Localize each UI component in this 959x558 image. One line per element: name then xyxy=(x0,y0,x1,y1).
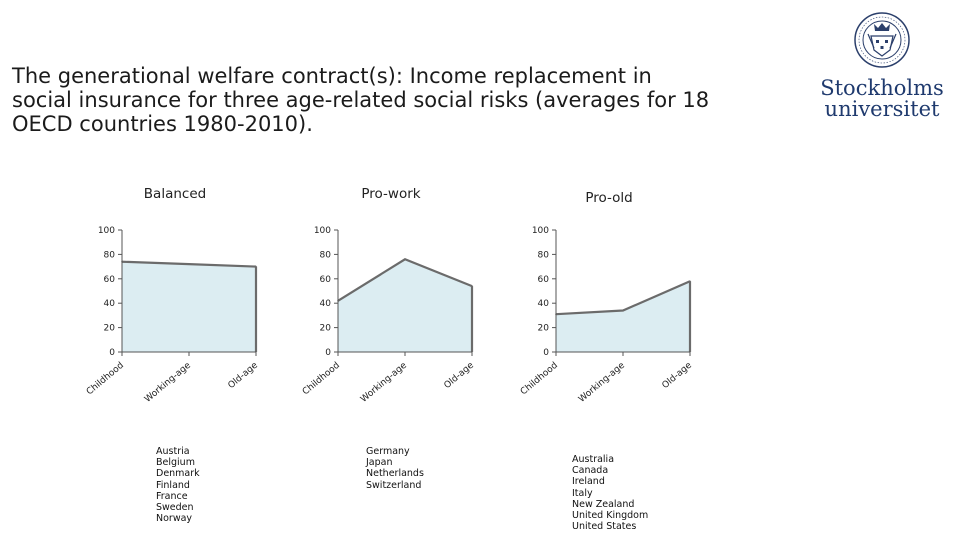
x-tick-label: Working-age xyxy=(577,360,627,404)
country-item: Denmark xyxy=(156,468,200,480)
university-seal-icon xyxy=(854,12,910,68)
area-chart: 100 80 60 40 20 0 Childhood Working-age Old-age xyxy=(519,226,694,405)
country-item: France xyxy=(156,490,188,502)
country-item: Finland xyxy=(156,479,190,491)
country-item: Belgium xyxy=(156,457,195,469)
title-line-3: OECD countries 1980-2010). xyxy=(12,112,313,136)
country-item: Italy xyxy=(572,487,593,499)
chart-title: Pro-old xyxy=(585,190,633,206)
y-tick-label: 80 xyxy=(320,250,332,260)
country-item: Australia xyxy=(572,454,615,465)
y-tick-label: 20 xyxy=(538,324,550,334)
country-item: Norway xyxy=(156,513,193,525)
area-chart: 100 80 60 40 20 0 Childhood Working-age Old-age xyxy=(301,226,476,405)
y-tick-label: 80 xyxy=(104,250,116,260)
chart-title: Pro-work xyxy=(361,186,421,202)
country-list: Austria Belgium Denmark Finland France Sweden… xyxy=(156,446,200,524)
data-point xyxy=(689,280,691,283)
area-fill xyxy=(338,259,472,352)
logo-line-2: universitet xyxy=(824,97,940,121)
data-point xyxy=(188,263,190,265)
university-logo: Stockholms universitet xyxy=(812,10,952,130)
y-tick-label: 40 xyxy=(320,299,332,309)
x-tick-label: Childhood xyxy=(519,361,560,398)
y-tick-label: 100 xyxy=(532,226,549,236)
x-tick-label: Childhood xyxy=(85,361,126,398)
country-item: Japan xyxy=(366,457,393,469)
x-tick-label: Working-age xyxy=(143,360,193,404)
chart-panel-pro-old: Pro-old 100 80 60 40 20 0 Childhood Working-age… xyxy=(494,178,724,558)
y-tick-label: 40 xyxy=(104,299,116,309)
country-item: Switzerland xyxy=(366,479,422,491)
country-item: Netherlands xyxy=(366,468,424,480)
country-item: Sweden xyxy=(156,502,194,514)
country-list: Germany Japan Netherlands Switzerland xyxy=(366,446,424,491)
data-point xyxy=(255,265,257,268)
y-tick-label: 60 xyxy=(320,275,332,285)
y-tick-label: 100 xyxy=(314,226,331,236)
data-point xyxy=(471,285,473,287)
country-item: Ireland xyxy=(572,476,605,488)
logo-line-1: Stockholms xyxy=(820,76,944,100)
y-tick-label: 60 xyxy=(104,275,116,285)
y-tick-label: 60 xyxy=(538,275,550,285)
title-line-1: The generational welfare contract(s): In… xyxy=(12,64,652,88)
country-item: New Zealand xyxy=(572,498,635,510)
area-fill xyxy=(122,261,256,352)
x-tick-label: Working-age xyxy=(359,360,409,404)
x-tick-label: Old-age xyxy=(442,360,476,391)
chart-panel-pro-work: Pro-work 100 80 60 40 20 0 Childhood Working-ag… xyxy=(276,178,506,558)
x-tick-label: Childhood xyxy=(301,361,342,398)
country-item: Austria xyxy=(156,446,190,457)
data-point xyxy=(622,309,624,312)
logo-wordmark: Stockholms universitet xyxy=(812,78,952,120)
y-tick-label: 20 xyxy=(104,324,116,334)
x-tick-label: Old-age xyxy=(660,360,694,391)
page-title: The generational welfare contract(s): In… xyxy=(12,64,792,136)
country-item: Germany xyxy=(366,446,410,457)
chart-title: Balanced xyxy=(143,186,207,202)
country-item: Canada xyxy=(572,465,609,477)
chart-panel-balanced: Balanced 100 80 60 40 20 0 Childhood Working-ag… xyxy=(60,178,290,558)
country-item: United States xyxy=(572,521,637,533)
y-tick-label: 20 xyxy=(320,324,332,334)
y-tick-label: 80 xyxy=(538,250,550,260)
y-tick-label: 0 xyxy=(109,348,115,358)
area-chart: 100 80 60 40 20 0 Childhood Working-age Old-age xyxy=(85,226,260,405)
area-fill xyxy=(556,281,690,352)
y-tick-label: 0 xyxy=(325,348,331,358)
title-line-2: social insurance for three age-related s… xyxy=(12,88,710,112)
y-tick-label: 0 xyxy=(543,348,549,358)
x-tick-label: Old-age xyxy=(226,360,260,391)
country-list: Australia Canada Ireland Italy New Zealand Un… xyxy=(572,454,648,532)
y-tick-label: 100 xyxy=(98,226,115,236)
country-item: United Kingdom xyxy=(572,510,649,522)
y-tick-label: 40 xyxy=(538,299,550,309)
data-point xyxy=(404,258,406,261)
